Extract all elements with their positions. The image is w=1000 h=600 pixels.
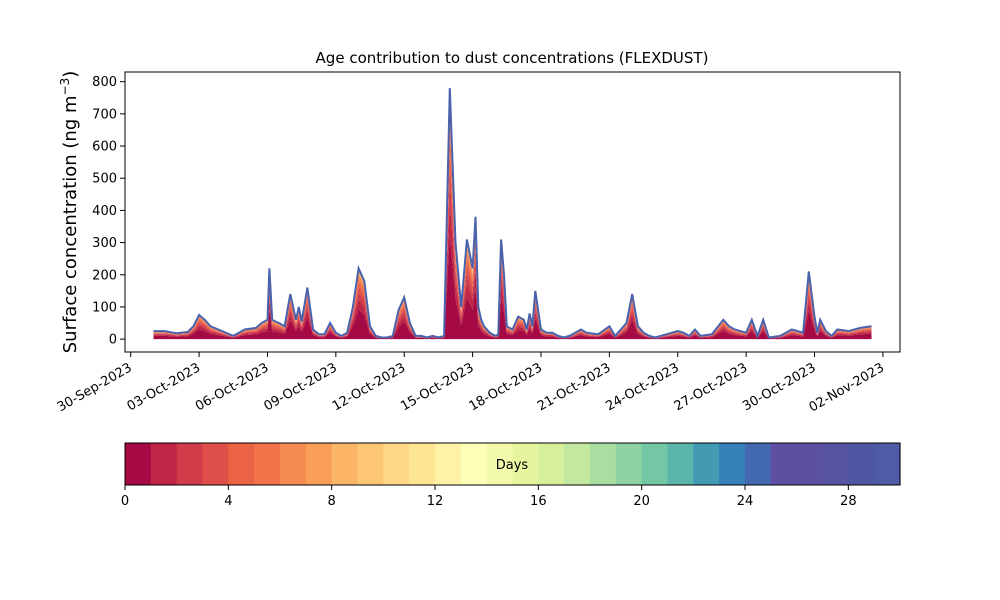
colorbar-frame — [124, 442, 901, 486]
colorbar-segment — [228, 443, 255, 485]
colorbar-segment — [383, 443, 410, 485]
colorbar-segment — [435, 443, 462, 485]
age-band-area — [153, 173, 872, 339]
y-axis-label-exponent: −3 — [58, 78, 72, 96]
colorbar-segment — [357, 443, 384, 485]
colorbar-ticks: 0 4 8 12 16 20 24 28 — [121, 485, 857, 509]
colorbar-segment — [615, 443, 643, 485]
colorbar-segment — [254, 443, 281, 485]
age-band-area — [153, 89, 872, 338]
colorbar-segment — [486, 443, 514, 485]
y-tick-label: 700 — [92, 107, 117, 122]
colorbar-segment — [770, 443, 798, 485]
colorbar-tick-label: 0 — [121, 494, 129, 509]
x-tick-label: 12-Oct-2023 — [330, 360, 408, 414]
y-tick-label: 400 — [92, 204, 117, 219]
colorbar-segment — [641, 443, 669, 485]
colorbar-tick-label: 12 — [427, 494, 444, 509]
y-tick-label: 300 — [92, 236, 117, 251]
colorbar-segment — [176, 443, 204, 485]
x-axis-ticks: 30-Sep-202303-Oct-202306-Oct-202309-Oct-… — [55, 352, 887, 415]
x-tick-label: 30-Oct-2023 — [740, 360, 818, 414]
colorbar-tick-label: 8 — [328, 494, 336, 509]
colorbar-segment — [874, 443, 901, 485]
x-tick-label: 18-Oct-2023 — [467, 360, 545, 414]
colorbar-segment — [538, 443, 565, 485]
colorbar-segment — [822, 443, 849, 485]
colorbar-segment — [667, 443, 694, 485]
colorbar-segment — [305, 443, 333, 485]
colorbar-segment — [280, 443, 307, 485]
age-band-area — [153, 95, 872, 338]
y-axis-label-close: ) — [60, 71, 81, 78]
colorbar — [125, 443, 901, 485]
age-band-area — [153, 120, 872, 338]
age-band-area — [153, 135, 872, 338]
x-tick-label: 09-Oct-2023 — [261, 360, 339, 414]
total-concentration-line — [153, 88, 872, 339]
x-tick-label: 27-Oct-2023 — [672, 360, 750, 414]
colorbar-segment — [719, 443, 746, 485]
x-tick-label: 24-Oct-2023 — [603, 360, 681, 414]
x-tick-label: 30-Sep-2023 — [55, 360, 135, 415]
chart-title: Age contribution to dust concentrations … — [316, 49, 709, 67]
colorbar-segment — [564, 443, 591, 485]
age-band-area — [153, 198, 872, 339]
colorbar-segment — [150, 443, 178, 485]
y-tick-label: 500 — [92, 172, 117, 187]
colorbar-segment — [202, 443, 229, 485]
axes-frame — [124, 71, 901, 353]
colorbar-tick-label: 16 — [530, 494, 547, 509]
y-tick-label: 600 — [92, 140, 117, 155]
colorbar-segment — [590, 443, 617, 485]
colorbar-tick-label: 28 — [840, 494, 857, 509]
age-band-area — [153, 108, 872, 338]
y-axis-label: Surface concentration (ng m−3) — [58, 71, 81, 354]
colorbar-segment — [331, 443, 359, 485]
age-band-area — [153, 153, 872, 339]
y-axis-label-main: Surface concentration (ng m — [60, 95, 81, 353]
x-tick-label: 02-Nov-2023 — [807, 360, 887, 415]
age-band-area — [153, 91, 872, 338]
y-tick-label: 200 — [92, 268, 117, 283]
x-tick-label: 06-Oct-2023 — [193, 360, 271, 414]
colorbar-tick-label: 20 — [633, 494, 650, 509]
colorbar-segment — [512, 443, 539, 485]
x-tick-label: 03-Oct-2023 — [125, 360, 203, 414]
stacked-age-areas — [153, 88, 872, 340]
x-tick-label: 15-Oct-2023 — [398, 360, 476, 414]
colorbar-segment — [409, 443, 436, 485]
age-band-area — [153, 100, 872, 338]
age-band-area — [153, 88, 872, 338]
y-axis-ticks: 0 100 200 300 400 500 600 700 800 — [92, 75, 125, 348]
colorbar-segment — [745, 443, 772, 485]
y-tick-label: 0 — [109, 333, 117, 348]
colorbar-tick-label: 4 — [224, 494, 232, 509]
y-tick-label: 800 — [92, 75, 117, 90]
y-tick-label: 100 — [92, 300, 117, 315]
colorbar-label: Days — [496, 458, 529, 473]
colorbar-segment — [848, 443, 875, 485]
colorbar-segment — [125, 443, 152, 485]
colorbar-segment — [460, 443, 488, 485]
colorbar-segment — [796, 443, 824, 485]
colorbar-tick-label: 24 — [737, 494, 754, 509]
x-tick-label: 21-Oct-2023 — [535, 360, 613, 414]
colorbar-segment — [693, 443, 720, 485]
